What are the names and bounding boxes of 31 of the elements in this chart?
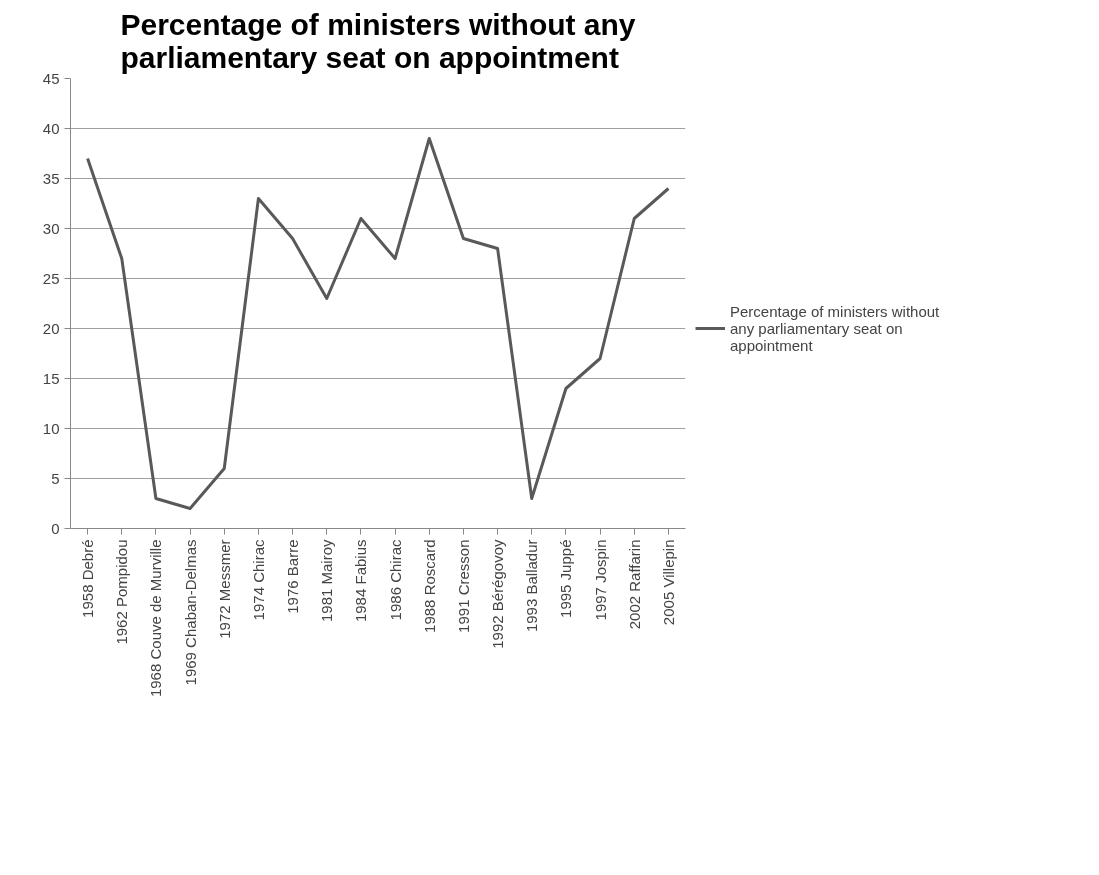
x-tick-label: 1968 Couve de Murville <box>147 539 165 698</box>
y-tick-label: 45 <box>42 69 60 87</box>
y-tick-label: 0 <box>51 519 60 537</box>
x-tick-label: 1988 Roscard <box>420 539 438 633</box>
x-tick-label: 1995 Juppé <box>557 539 575 618</box>
y-tick-label: 15 <box>42 369 60 387</box>
x-tick-label: 1976 Barre <box>284 539 302 614</box>
y-tick-label: 40 <box>42 119 60 137</box>
y-tick-label: 35 <box>42 169 60 187</box>
x-tick-label: 2005 Villepin <box>659 539 677 626</box>
y-tick-label: 5 <box>51 469 60 487</box>
y-tick-label: 25 <box>42 269 60 287</box>
y-tick-label: 10 <box>42 419 60 437</box>
x-tick-label: 1986 Chirac <box>386 539 404 621</box>
x-tick-label: 1984 Fabius <box>352 539 370 623</box>
x-tick-label: 1962 Pompidou <box>113 539 131 645</box>
x-tick-label: 1969 Chaban-Delmas <box>181 539 199 686</box>
x-tick-label: 1997 Jospin <box>591 539 609 621</box>
x-tick-label: 1972 Messmer <box>215 539 233 639</box>
x-tick-label: 1992 Bérégovoy <box>489 539 507 649</box>
x-tick-label: 1981 Mairoy <box>318 539 336 623</box>
x-tick-label: 1958 Debré <box>79 539 97 618</box>
x-tick-label: 1974 Chirac <box>249 539 267 621</box>
x-tick-label: 1993 Balladur <box>523 539 541 633</box>
legend-label: Percentage of ministers without any parliamentary seat on appointment <box>730 301 940 356</box>
x-tick-label: 2002 Raffarin <box>625 539 643 630</box>
line-series <box>86 137 670 510</box>
chart-title: Percentage of ministers without any parliamentary seat on appointment <box>120 7 636 74</box>
y-tick-label: 30 <box>42 219 60 237</box>
y-tick-label: 20 <box>42 319 60 337</box>
x-tick-label: 1991 Cresson <box>454 539 472 633</box>
